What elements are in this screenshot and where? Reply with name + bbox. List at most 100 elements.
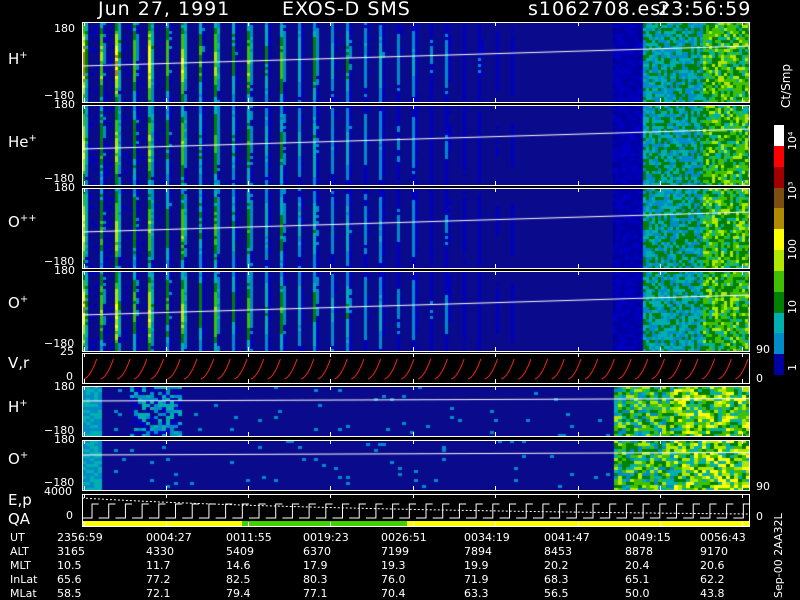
footer-cell: 43.8 <box>700 587 725 600</box>
footer-cell: 82.5 <box>226 573 251 586</box>
ep-curves <box>82 497 750 519</box>
panel-label-h-plus: H+ <box>8 50 28 68</box>
colorbar-segment <box>774 291 784 313</box>
vr-right-top: 90 <box>756 343 770 356</box>
footer-cell: 4330 <box>146 545 174 558</box>
footer-label-mlat: MLat <box>10 587 37 600</box>
footer-label-inlat: InLat <box>10 573 38 586</box>
footer-cell: 63.3 <box>464 587 489 600</box>
footer-cell: 58.5 <box>57 587 82 600</box>
footer-cell: 70.4 <box>381 587 406 600</box>
footer-cell: 8453 <box>544 545 572 558</box>
colorbar-segment <box>774 166 784 188</box>
footer-cell: 0056:43 <box>700 531 746 544</box>
olow-right-tick: 90 <box>756 480 770 493</box>
y-tick-olow-top: 180 <box>54 433 75 446</box>
footer-cell: 79.4 <box>226 587 251 600</box>
footer-cell: 2356:59 <box>57 531 103 544</box>
colorbar <box>774 125 784 376</box>
footer-cell: 20.2 <box>544 559 569 572</box>
ep-right-bottom: 0 <box>756 510 763 523</box>
footer-cell: 8878 <box>625 545 653 558</box>
footer-cell: 7199 <box>381 545 409 558</box>
colorbar-segment <box>774 229 784 251</box>
vr-y-bottom: 0 <box>66 370 73 383</box>
footer-cell: 80.3 <box>303 573 328 586</box>
colorbar-segment <box>774 333 784 355</box>
side-note: Sep-00 2AA32L <box>772 513 785 598</box>
y-tick-op-bottom: −180 <box>44 337 75 350</box>
y-tick-he-bottom: −180 <box>44 172 75 185</box>
y-tick-olow-bottom: −180 <box>44 476 75 489</box>
panel-label-o-plus: O+ <box>8 294 29 312</box>
footer-label-mlt: MLT <box>10 559 31 572</box>
footer-cell: 68.3 <box>544 573 569 586</box>
vr-curves <box>83 358 749 380</box>
footer-cell: 0019:23 <box>303 531 349 544</box>
plot-date: Jun 27, 1991 <box>98 0 231 20</box>
footer-cell: 0049:15 <box>625 531 671 544</box>
footer-cell: 14.6 <box>226 559 251 572</box>
footer-label-ut: UT <box>10 531 25 544</box>
panel-label-o-plus-low: O+ <box>8 450 29 468</box>
y-tick-h-top: 180 <box>54 22 75 35</box>
colorbar-tick-1e3: 10³ <box>786 181 799 200</box>
colorbar-segment <box>774 312 784 334</box>
colorbar-tick-10: 10 <box>786 300 799 314</box>
vr-sawtooth <box>83 358 749 380</box>
ep-y-bottom: 0 <box>66 509 73 522</box>
footer-cell: 65.6 <box>57 573 82 586</box>
footer-cell: 50.0 <box>625 587 650 600</box>
y-tick-hlow-bottom: −180 <box>44 424 75 437</box>
colorbar-tick-1e4: 10⁴ <box>786 131 799 150</box>
footer-cell: 11.7 <box>146 559 171 572</box>
file-name: s1062708.esr <box>528 0 670 20</box>
footer-cell: 19.9 <box>464 559 489 572</box>
panel-label-o-plus-plus: O++ <box>8 213 37 231</box>
header-time: 23:56:59 <box>658 0 752 20</box>
footer-cell: 6370 <box>303 545 331 558</box>
footer-cell: 65.1 <box>625 573 650 586</box>
footer-cell: 7894 <box>464 545 492 558</box>
colorbar-segment <box>774 208 784 230</box>
ep-y-top: 4000 <box>44 485 72 498</box>
vr-right-bottom: 0 <box>756 372 763 385</box>
footer-cell: 0011:55 <box>226 531 272 544</box>
ep-dotted-line <box>82 497 750 515</box>
footer-cell: 19.3 <box>381 559 406 572</box>
footer-cell: 0041:47 <box>544 531 590 544</box>
y-tick-he-top: 180 <box>54 98 75 111</box>
y-tick-opp-top: 180 <box>54 181 75 194</box>
ep-panel <box>82 494 750 526</box>
colorbar-segment <box>774 187 784 209</box>
y-tick-h-bottom: −180 <box>44 89 75 102</box>
panel-label-he-plus: He+ <box>8 133 37 151</box>
vr-y-top: 25 <box>60 345 74 358</box>
instrument-name: EXOS-D SMS <box>282 0 411 20</box>
qa-label: QA <box>8 510 31 528</box>
footer-cell: 10.5 <box>57 559 82 572</box>
footer-cell: 0026:51 <box>381 531 427 544</box>
colorbar-unit: Ct/Smp <box>779 63 793 108</box>
colorbar-tick-100: 100 <box>786 239 799 260</box>
footer-cell: 77.2 <box>146 573 171 586</box>
y-tick-hlow-top: 180 <box>54 380 75 393</box>
ep-label: E,p <box>8 491 32 509</box>
colorbar-segment <box>774 250 784 272</box>
colorbar-segment <box>774 125 784 147</box>
footer-cell: 62.2 <box>700 573 725 586</box>
footer-cell: 20.4 <box>625 559 650 572</box>
colorbar-segment <box>774 354 784 376</box>
y-tick-opp-bottom: −180 <box>44 255 75 268</box>
footer-cell: 0004:27 <box>146 531 192 544</box>
colorbar-tick-1: 1 <box>786 364 799 371</box>
footer-cell: 0034:19 <box>464 531 510 544</box>
panel-label-h-plus-low: H+ <box>8 398 28 416</box>
footer-cell: 71.9 <box>464 573 489 586</box>
colorbar-segment <box>774 145 784 168</box>
footer-cell: 17.9 <box>303 559 328 572</box>
footer-cell: 77.1 <box>303 587 328 600</box>
colorbar-segment <box>774 270 784 293</box>
footer-label-alt: ALT <box>10 545 29 558</box>
